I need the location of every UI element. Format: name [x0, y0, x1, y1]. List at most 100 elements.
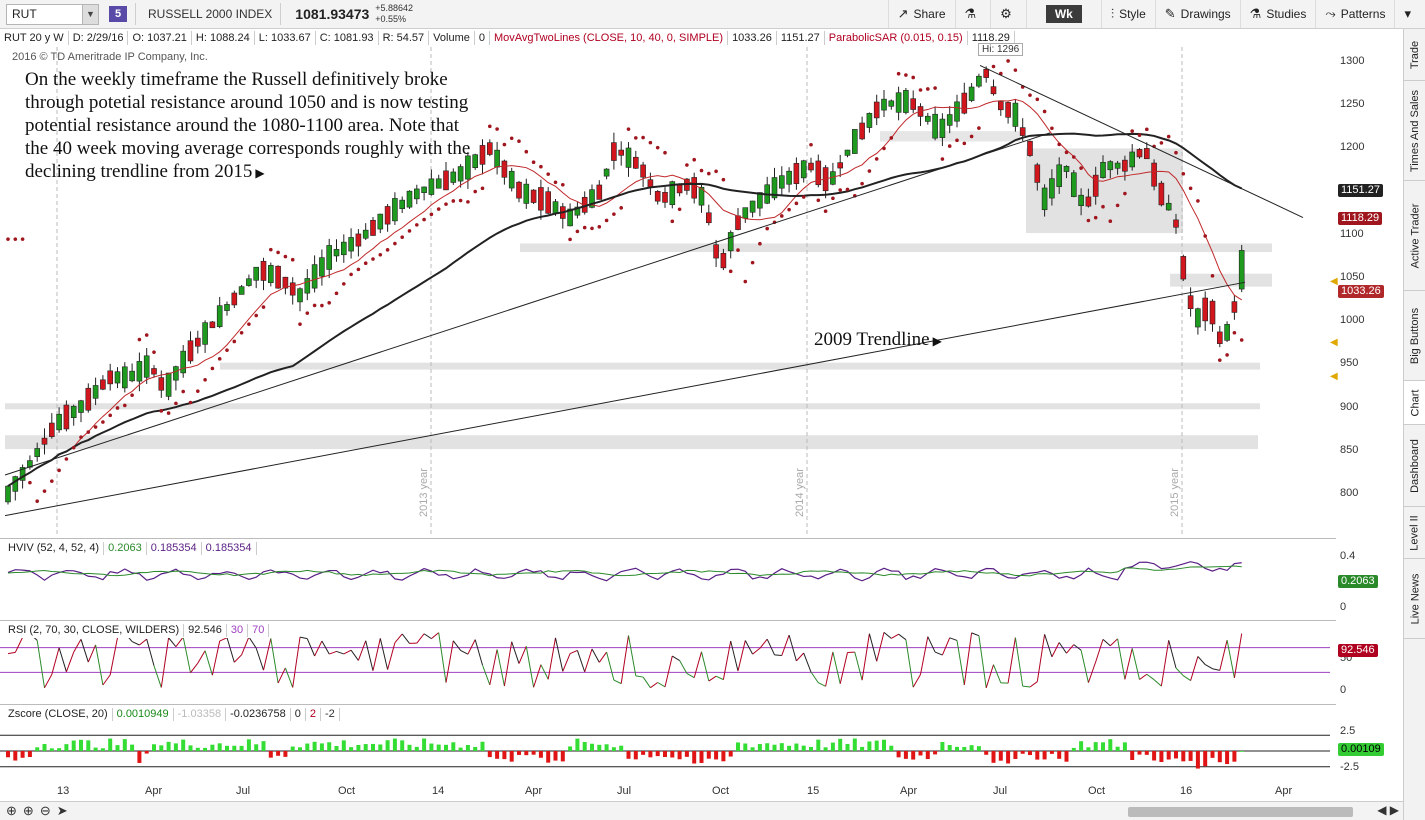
share-button[interactable]: ↗ Share: [887, 0, 955, 28]
sar-dot: [1057, 142, 1061, 147]
link-group-badge[interactable]: 5: [109, 6, 127, 22]
zscore-bar: [225, 745, 229, 751]
rsi-segment: [357, 640, 367, 661]
zscore-bar: [677, 751, 682, 760]
candle-body: [859, 122, 865, 140]
crosshair-icon[interactable]: ⊕: [6, 803, 17, 818]
zscore-bar: [531, 751, 536, 755]
time-tick-label: Jul: [236, 785, 251, 797]
price-tick-label: 950: [1340, 357, 1359, 370]
sidebar-tab-chart[interactable]: Chart: [1404, 381, 1425, 425]
sar-dot: [816, 198, 821, 203]
rsi-segment: [36, 640, 45, 688]
rsi-segment: [920, 636, 929, 675]
drawings-button[interactable]: ✎ Drawings: [1154, 0, 1240, 28]
pointer-icon[interactable]: ➤: [56, 803, 68, 818]
time-axis[interactable]: 13 Apr Jul Oct 14 Apr Jul Oct 15 Apr Jul Oct 16 Apr: [0, 783, 1336, 801]
time-tick-label: Oct: [338, 785, 356, 797]
sidebar-tab-live-news[interactable]: Live News: [1404, 559, 1425, 639]
rsi-segment: [343, 649, 352, 655]
rsi-segment: [372, 638, 381, 671]
rsi-segment: [153, 665, 162, 688]
sar-dot: [831, 196, 835, 201]
sidebar-tab-big-buttons[interactable]: Big Buttons: [1404, 291, 1425, 381]
sar-dot: [174, 401, 178, 406]
zoom-in-icon[interactable]: ⊕: [22, 803, 34, 818]
rsi-segment: [759, 638, 768, 649]
candle-body: [939, 118, 946, 138]
candle-body: [552, 201, 559, 214]
rsi-value-tag: 92.546: [1338, 644, 1378, 657]
rsi-segment: [299, 636, 308, 640]
sidebar-tab-active-trader[interactable]: Active Trader: [1404, 181, 1425, 291]
annotation-text[interactable]: On the weekly timeframe the Russell defi…: [25, 68, 475, 185]
symbol-dropdown-icon[interactable]: ▼: [82, 4, 98, 24]
symbol-input[interactable]: RUT ▼: [6, 3, 99, 25]
zscore-bar: [1101, 742, 1105, 751]
sidebar-tab-label: Chart: [1409, 389, 1421, 416]
hviv-panel[interactable]: HVIV (52, 4, 52, 4) 0.2063 0.185354 0.18…: [0, 538, 1336, 618]
style-button[interactable]: ⫶ Style: [1100, 0, 1155, 28]
index-name: RUSSELL 2000 INDEX: [148, 7, 273, 21]
rsi-segment: [672, 655, 680, 661]
timeframe-button[interactable]: Wk: [1025, 0, 1101, 28]
zscore-study-label[interactable]: Zscore (CLOSE, 20): [4, 708, 113, 721]
zscore-tick-label: -2.5: [1340, 760, 1359, 773]
candle-body: [873, 101, 880, 119]
flask-button[interactable]: ⚗: [954, 0, 991, 28]
rsi-segment: [1233, 633, 1243, 678]
candle-body: [1136, 149, 1143, 158]
zscore-axis[interactable]: 2.5 -2.5 0.00109: [1336, 704, 1398, 783]
sar-dot: [451, 199, 456, 203]
sar-dot: [28, 480, 32, 485]
rsi-segment: [1109, 638, 1118, 647]
rsi-axis[interactable]: 50 0 92.546: [1336, 620, 1398, 702]
zscore-bar: [1049, 751, 1054, 754]
zscore-bar: [385, 740, 390, 751]
sidebar-tab-dashboard[interactable]: Dashboard: [1404, 425, 1425, 507]
sar-dot: [1130, 129, 1134, 133]
zscore-bar: [86, 740, 91, 751]
sidebar-tab-times-and-sales[interactable]: Times And Sales: [1404, 81, 1425, 181]
rsi-panel[interactable]: RSI (2, 70, 30, CLOSE, WILDERS) 92.546 3…: [0, 620, 1336, 702]
price-axis[interactable]: 1300125012001150110010501000950900850800…: [1330, 47, 1398, 536]
hviv-tick-label: 0.4: [1340, 550, 1356, 562]
sar-study-label[interactable]: ParabolicSAR (0.015, 0.15): [825, 31, 968, 45]
zscore-panel[interactable]: Zscore (CLOSE, 20) 0.0010949 -1.03358 -0…: [0, 704, 1336, 783]
hviv-axis[interactable]: 0.4 0 0.2063: [1336, 538, 1398, 618]
sar-dot: [444, 202, 448, 206]
price-panel[interactable]: 2013 year 2014 year 2015 year 2016 © TD Am…: [0, 43, 1336, 536]
zscore-bar: [42, 744, 47, 751]
zoom-out-icon[interactable]: ⊖: [39, 803, 51, 818]
more-button[interactable]: ▾: [1394, 0, 1425, 28]
sidebar-tab-level-ii[interactable]: Level II: [1404, 507, 1425, 559]
sar-dot: [283, 254, 288, 259]
rsi-segment: [650, 682, 658, 689]
studies-button[interactable]: ⚗ Studies: [1239, 0, 1316, 28]
volume-label[interactable]: Volume: [429, 31, 475, 45]
zscore-bar: [582, 741, 587, 751]
rsi-segment: [722, 640, 732, 680]
sidebar-tab-trade[interactable]: Trade: [1404, 29, 1425, 81]
horizontal-scrollbar[interactable]: [1128, 807, 1353, 817]
trendline-label[interactable]: 2009 Trendline ▶: [814, 329, 942, 351]
zscore-bar: [298, 747, 302, 751]
sar-dot: [911, 75, 915, 80]
sidebar-tab-label: Dashboard: [1409, 438, 1422, 493]
sar-dot: [1123, 191, 1127, 196]
price-tick-label: 1200: [1340, 141, 1365, 154]
settings-button[interactable]: ⚙: [990, 0, 1026, 28]
studies-label: Studies: [1266, 7, 1307, 21]
sar-dot: [400, 235, 405, 240]
zscore-bar: [246, 739, 251, 751]
sar-dot: [290, 257, 295, 262]
sar-dot: [166, 411, 171, 415]
rsi-oversold: 30: [227, 624, 249, 637]
scroll-arrows-icon[interactable]: ◀ ▶: [1377, 803, 1399, 817]
rsi-study-label[interactable]: RSI (2, 70, 30, CLOSE, WILDERS): [4, 624, 185, 637]
rsi-segment: [1117, 638, 1126, 680]
sar-dot: [641, 135, 645, 140]
hviv-study-label[interactable]: HVIV (52, 4, 52, 4): [4, 542, 105, 555]
ma-study-label[interactable]: MovAvgTwoLines (CLOSE, 10, 40, 0, SIMPLE…: [490, 31, 729, 45]
patterns-button[interactable]: ⤳ Patterns: [1315, 0, 1394, 28]
